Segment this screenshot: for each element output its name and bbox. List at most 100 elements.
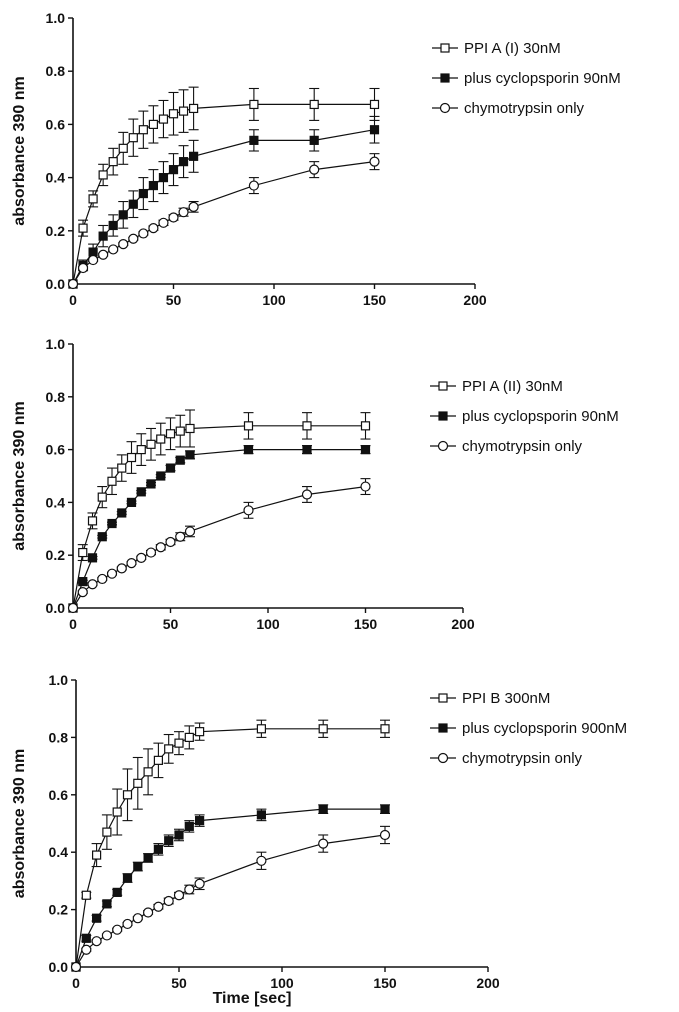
data-point bbox=[243, 421, 254, 431]
data-point bbox=[158, 217, 169, 228]
series-filled-square bbox=[68, 115, 380, 289]
data-point bbox=[112, 924, 123, 935]
data-point bbox=[87, 553, 98, 563]
legend-label: plus cyclopsporin 90nM bbox=[462, 408, 619, 425]
data-point bbox=[243, 505, 254, 516]
data-point bbox=[302, 421, 312, 431]
series-line bbox=[72, 103, 375, 285]
data-point bbox=[117, 508, 127, 518]
data-point bbox=[369, 156, 380, 167]
data-point bbox=[67, 278, 79, 290]
data-point bbox=[155, 542, 166, 553]
series-open-circle bbox=[70, 825, 391, 973]
y-tick-label: 0.8 bbox=[46, 63, 66, 79]
data-point bbox=[178, 207, 189, 218]
data-point bbox=[78, 223, 88, 233]
series-open-square bbox=[71, 719, 390, 972]
y-tick-label: 0.0 bbox=[46, 276, 66, 292]
data-point bbox=[318, 804, 328, 814]
legend-label: PPI A (I) 30nM bbox=[464, 40, 561, 57]
data-point bbox=[81, 933, 91, 943]
data-point bbox=[185, 450, 195, 460]
data-point bbox=[97, 532, 107, 542]
data-point bbox=[143, 767, 153, 777]
data-point bbox=[189, 151, 199, 161]
y-tick-label: 1.0 bbox=[49, 672, 69, 688]
legend-label: plus cyclopsporin 900nM bbox=[462, 720, 627, 737]
data-point bbox=[174, 830, 184, 840]
y-axis-title: absorbance 390 nm bbox=[11, 76, 28, 225]
data-point bbox=[70, 961, 82, 973]
legend-entry: plus cyclopsporin 90nM bbox=[430, 408, 619, 425]
data-point bbox=[184, 821, 194, 831]
data-point bbox=[77, 262, 89, 274]
data-point bbox=[67, 602, 79, 614]
data-point bbox=[249, 135, 259, 145]
data-point bbox=[108, 244, 119, 255]
data-point bbox=[184, 526, 196, 537]
y-tick-label: 1.0 bbox=[46, 10, 66, 26]
legend-label: PPI A (II) 30nM bbox=[462, 378, 563, 395]
data-point bbox=[87, 516, 98, 526]
legend-marker bbox=[439, 102, 451, 114]
data-point bbox=[107, 518, 117, 529]
legend-marker bbox=[438, 723, 448, 733]
data-point bbox=[309, 99, 319, 110]
data-point bbox=[148, 180, 158, 191]
x-tick-label: 200 bbox=[451, 616, 475, 632]
y-tick-label: 0.2 bbox=[46, 547, 66, 563]
data-point bbox=[369, 99, 380, 110]
data-point bbox=[145, 547, 157, 558]
data-point bbox=[146, 479, 156, 489]
data-point bbox=[138, 125, 148, 135]
data-point bbox=[118, 210, 128, 220]
data-point bbox=[163, 895, 174, 907]
data-point bbox=[128, 133, 138, 143]
data-point bbox=[106, 568, 118, 579]
data-point bbox=[102, 899, 112, 909]
data-point bbox=[128, 233, 139, 244]
data-point bbox=[360, 481, 371, 492]
x-tick-label: 100 bbox=[262, 292, 286, 308]
data-point bbox=[173, 890, 185, 901]
data-point bbox=[153, 755, 163, 765]
series-open-square bbox=[68, 86, 380, 289]
x-tick-label: 150 bbox=[373, 975, 397, 991]
data-point bbox=[122, 918, 133, 930]
x-tick-label: 50 bbox=[166, 292, 182, 308]
data-point bbox=[81, 890, 91, 900]
data-point bbox=[81, 944, 92, 955]
series-filled-square bbox=[71, 804, 390, 972]
y-tick-label: 0.0 bbox=[49, 959, 69, 975]
data-point bbox=[301, 489, 313, 500]
data-point bbox=[309, 135, 319, 145]
y-tick-label: 0.6 bbox=[46, 442, 66, 458]
data-point bbox=[101, 930, 113, 941]
data-point bbox=[165, 429, 176, 439]
legend-marker bbox=[438, 693, 448, 703]
legend-label: PPI B 300nM bbox=[462, 690, 550, 707]
data-point bbox=[77, 587, 88, 598]
data-point bbox=[248, 180, 259, 191]
data-point bbox=[102, 827, 112, 837]
y-tick-label: 0.4 bbox=[46, 170, 66, 186]
data-point bbox=[174, 738, 184, 748]
y-tick-label: 0.8 bbox=[49, 729, 69, 745]
series-filled-square bbox=[68, 445, 371, 613]
y-axis-title: absorbance 390 nm bbox=[11, 749, 28, 898]
data-point bbox=[302, 445, 312, 455]
data-point bbox=[168, 165, 179, 175]
data-point bbox=[98, 170, 108, 180]
data-point bbox=[156, 471, 166, 481]
data-point bbox=[148, 119, 158, 130]
data-point bbox=[146, 439, 156, 449]
data-point bbox=[138, 188, 148, 199]
legend-entry: PPI B 300nM bbox=[430, 690, 550, 707]
data-point bbox=[122, 790, 133, 800]
data-point bbox=[88, 194, 98, 204]
series-line bbox=[75, 728, 385, 968]
data-point bbox=[184, 732, 194, 743]
data-point bbox=[143, 853, 153, 863]
data-point bbox=[136, 487, 146, 497]
data-point bbox=[318, 838, 329, 849]
